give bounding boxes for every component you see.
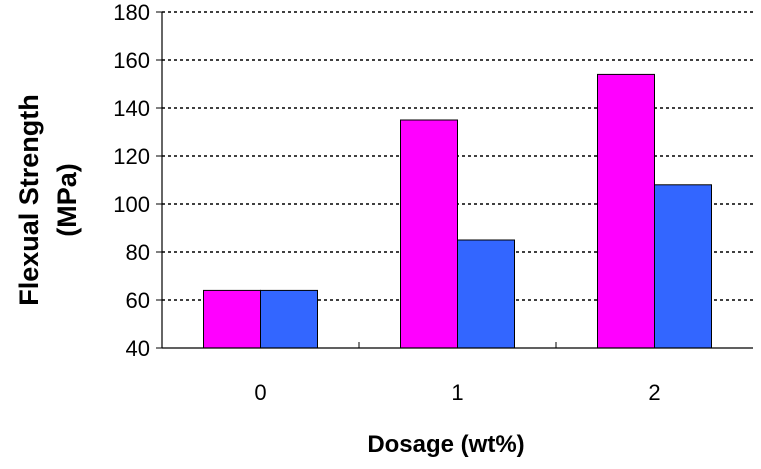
- y-tick-label: 180: [113, 0, 150, 25]
- bar-series2-1: [457, 239, 515, 349]
- x-axis-title: Dosage (wt%): [367, 431, 524, 458]
- bar-series1-2: [597, 73, 655, 349]
- x-tick-labels: 0 1 2: [254, 380, 660, 405]
- bar-series1-1: [400, 119, 458, 349]
- y-tick-label: 140: [113, 96, 150, 121]
- x-tick-label: 0: [254, 380, 266, 405]
- bar-series2-2: [654, 184, 712, 349]
- y-tick-label: 160: [113, 48, 150, 73]
- y-tick-label: 60: [126, 288, 150, 313]
- y-tick-label: 100: [113, 192, 150, 217]
- x-tick-label: 1: [451, 380, 463, 405]
- y-tick-labels: 40 60 80 100 120 140 160 180: [113, 0, 150, 361]
- x-tick-label: 2: [648, 380, 660, 405]
- y-tick-label: 120: [113, 144, 150, 169]
- bar-series2-0: [260, 289, 318, 349]
- bar-series1-0: [203, 289, 261, 349]
- y-axis-title-line2: (MPa): [52, 163, 82, 237]
- axes: [156, 11, 753, 349]
- y-tick-label: 80: [126, 240, 150, 265]
- y-tick-label: 40: [126, 336, 150, 361]
- y-axis-title-line1: Flexual Strength: [14, 94, 44, 306]
- y-axis-title: Flexual Strength (MPa): [14, 94, 82, 306]
- bars: [203, 73, 712, 349]
